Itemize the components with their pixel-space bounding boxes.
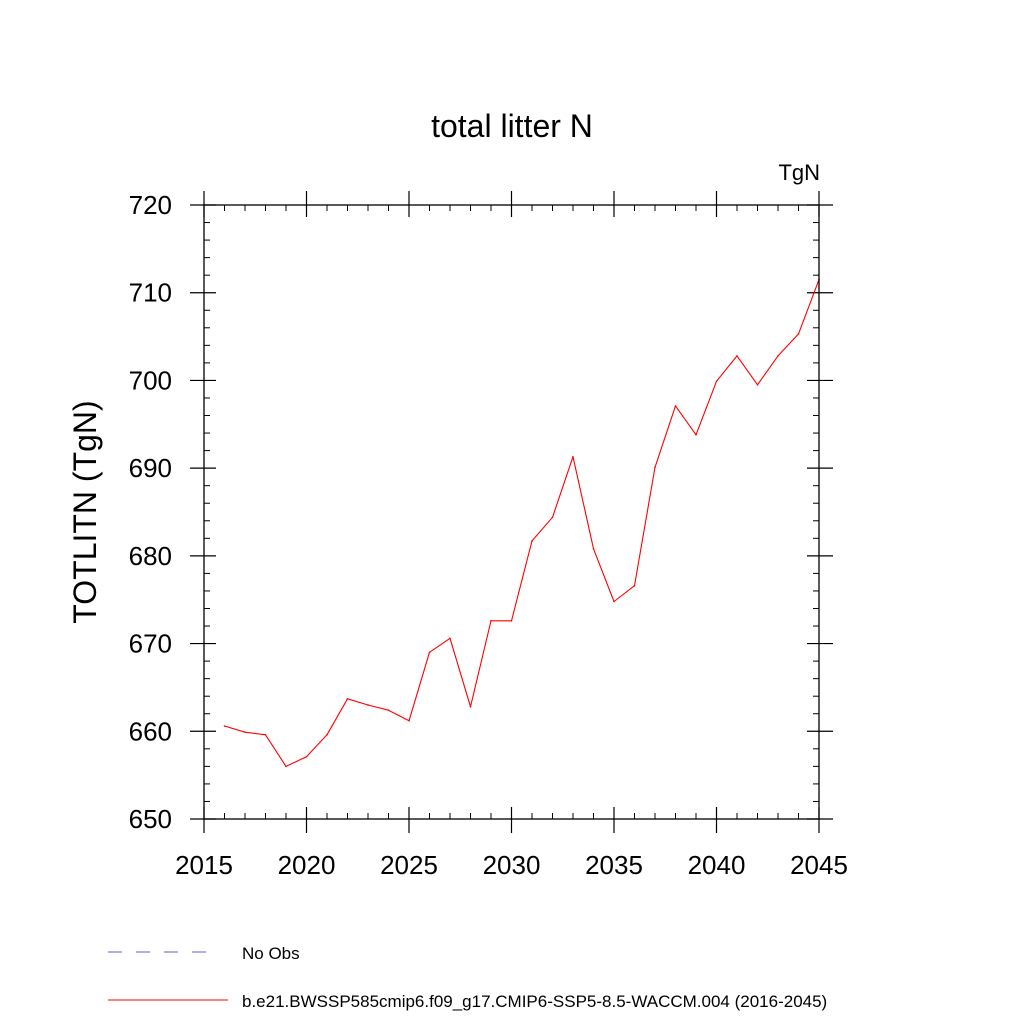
x-tick-label: 2045: [790, 850, 848, 880]
y-tick-label: 690: [129, 453, 172, 483]
data-point: [551, 516, 554, 519]
y-tick-label: 670: [129, 629, 172, 659]
legend-label: No Obs: [242, 944, 300, 963]
data-point: [613, 600, 615, 603]
x-tick-label: 2040: [688, 850, 746, 880]
legend-label: b.e21.BWSSP585cmip6.f09_g17.CMIP6-SSP5-8…: [242, 992, 827, 1011]
data-point: [633, 584, 636, 587]
series-line: [224, 279, 820, 767]
data-point: [449, 637, 451, 640]
data-point: [736, 355, 738, 357]
x-tick-label: 2025: [380, 850, 438, 880]
data-point: [387, 709, 390, 712]
x-tick-label: 2015: [175, 850, 233, 880]
y-tick-label: 710: [129, 278, 172, 308]
data-point: [428, 651, 431, 654]
data-point: [490, 619, 492, 622]
data-point: [285, 765, 287, 768]
data-point: [572, 455, 574, 458]
x-tick-label: 2035: [585, 850, 643, 880]
data-point: [674, 405, 677, 407]
data-point: [346, 698, 349, 700]
legend: No Obs b.e21.BWSSP585cmip6.f09_g17.CMIP6-…: [108, 944, 827, 1011]
data-point: [408, 719, 410, 722]
data-point: [223, 725, 226, 727]
plot-frame: [203, 204, 820, 820]
y-tick-label: 660: [129, 716, 172, 746]
data-point: [797, 333, 800, 335]
data-point: [469, 705, 472, 708]
data-point: [695, 434, 697, 436]
series-layer: [223, 278, 820, 768]
data-point: [326, 733, 328, 736]
data-point: [756, 384, 759, 386]
data-point: [531, 540, 533, 542]
y-tick-label: 680: [129, 541, 172, 571]
x-tick-label: 2030: [483, 850, 541, 880]
y-tick-label: 720: [129, 190, 172, 220]
y-tick-label: 700: [129, 365, 172, 395]
data-point: [777, 355, 779, 357]
axis-tick-labels: 2015 2020 2025 2030 2035 2040 2045 650 660 670 680…: [129, 190, 848, 880]
data-point: [715, 380, 718, 383]
data-point: [305, 755, 308, 758]
units-label: TgN: [778, 160, 820, 185]
y-tick-label: 650: [129, 804, 172, 834]
data-point: [654, 466, 656, 469]
y-axis-label: TOTLITN (TgN): [67, 400, 103, 623]
data-point: [592, 548, 595, 550]
data-point: [367, 704, 369, 706]
x-tick-label: 2020: [278, 850, 336, 880]
chart-title: total litter N: [431, 108, 593, 144]
axis-ticks: [190, 191, 833, 833]
data-point: [244, 731, 246, 733]
data-point: [264, 733, 267, 736]
data-point: [510, 619, 513, 622]
